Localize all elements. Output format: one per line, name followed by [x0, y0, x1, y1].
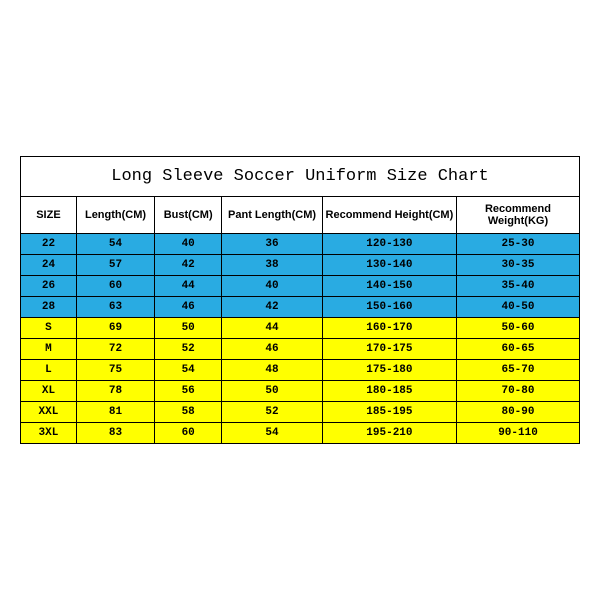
table-row: XXL 81 58 52 185-195 80-90: [21, 402, 580, 423]
cell-bust: 40: [155, 234, 222, 255]
col-length: Length(CM): [76, 197, 154, 234]
cell-bust: 50: [155, 318, 222, 339]
cell-length: 63: [76, 297, 154, 318]
cell-pant-length: 54: [222, 423, 323, 444]
cell-rec-weight: 40-50: [456, 297, 579, 318]
cell-bust: 54: [155, 360, 222, 381]
cell-rec-weight: 90-110: [456, 423, 579, 444]
cell-rec-height: 160-170: [322, 318, 456, 339]
cell-rec-weight: 35-40: [456, 276, 579, 297]
table-row: 24 57 42 38 130-140 30-35: [21, 255, 580, 276]
cell-size: S: [21, 318, 77, 339]
table-row: XL 78 56 50 180-185 70-80: [21, 381, 580, 402]
col-rec-weight: Recommend Weight(KG): [456, 197, 579, 234]
cell-length: 60: [76, 276, 154, 297]
cell-pant-length: 48: [222, 360, 323, 381]
col-pant-length: Pant Length(CM): [222, 197, 323, 234]
table-row: 28 63 46 42 150-160 40-50: [21, 297, 580, 318]
table-row: 26 60 44 40 140-150 35-40: [21, 276, 580, 297]
cell-rec-weight: 80-90: [456, 402, 579, 423]
header-row: SIZE Length(CM) Bust(CM) Pant Length(CM)…: [21, 197, 580, 234]
cell-size: 3XL: [21, 423, 77, 444]
cell-bust: 52: [155, 339, 222, 360]
cell-bust: 42: [155, 255, 222, 276]
cell-size: 26: [21, 276, 77, 297]
chart-title: Long Sleeve Soccer Uniform Size Chart: [21, 157, 580, 197]
cell-rec-height: 170-175: [322, 339, 456, 360]
table-row: L 75 54 48 175-180 65-70: [21, 360, 580, 381]
cell-pant-length: 36: [222, 234, 323, 255]
cell-length: 78: [76, 381, 154, 402]
table-row: M 72 52 46 170-175 60-65: [21, 339, 580, 360]
cell-length: 54: [76, 234, 154, 255]
cell-rec-height: 185-195: [322, 402, 456, 423]
cell-pant-length: 38: [222, 255, 323, 276]
table-row: 22 54 40 36 120-130 25-30: [21, 234, 580, 255]
cell-rec-weight: 25-30: [456, 234, 579, 255]
cell-pant-length: 42: [222, 297, 323, 318]
col-size: SIZE: [21, 197, 77, 234]
cell-pant-length: 52: [222, 402, 323, 423]
cell-bust: 56: [155, 381, 222, 402]
cell-size: XXL: [21, 402, 77, 423]
cell-rec-height: 130-140: [322, 255, 456, 276]
col-rec-height: Recommend Height(CM): [322, 197, 456, 234]
cell-rec-weight: 65-70: [456, 360, 579, 381]
cell-length: 75: [76, 360, 154, 381]
cell-length: 83: [76, 423, 154, 444]
cell-rec-height: 150-160: [322, 297, 456, 318]
size-chart: Long Sleeve Soccer Uniform Size Chart SI…: [20, 156, 580, 444]
cell-size: XL: [21, 381, 77, 402]
cell-pant-length: 44: [222, 318, 323, 339]
cell-rec-weight: 60-65: [456, 339, 579, 360]
cell-size: L: [21, 360, 77, 381]
cell-bust: 58: [155, 402, 222, 423]
table-row: 3XL 83 60 54 195-210 90-110: [21, 423, 580, 444]
cell-rec-height: 140-150: [322, 276, 456, 297]
cell-rec-weight: 70-80: [456, 381, 579, 402]
cell-bust: 44: [155, 276, 222, 297]
cell-length: 69: [76, 318, 154, 339]
cell-size: 28: [21, 297, 77, 318]
cell-rec-height: 180-185: [322, 381, 456, 402]
cell-rec-height: 195-210: [322, 423, 456, 444]
size-chart-table: Long Sleeve Soccer Uniform Size Chart SI…: [20, 156, 580, 444]
table-row: S 69 50 44 160-170 50-60: [21, 318, 580, 339]
cell-bust: 60: [155, 423, 222, 444]
cell-size: 22: [21, 234, 77, 255]
title-row: Long Sleeve Soccer Uniform Size Chart: [21, 157, 580, 197]
cell-length: 81: [76, 402, 154, 423]
cell-rec-height: 120-130: [322, 234, 456, 255]
cell-rec-height: 175-180: [322, 360, 456, 381]
size-chart-body: 22 54 40 36 120-130 25-30 24 57 42 38 13…: [21, 234, 580, 444]
cell-rec-weight: 50-60: [456, 318, 579, 339]
cell-bust: 46: [155, 297, 222, 318]
cell-rec-weight: 30-35: [456, 255, 579, 276]
col-bust: Bust(CM): [155, 197, 222, 234]
cell-pant-length: 46: [222, 339, 323, 360]
cell-length: 57: [76, 255, 154, 276]
cell-size: 24: [21, 255, 77, 276]
cell-size: M: [21, 339, 77, 360]
cell-length: 72: [76, 339, 154, 360]
cell-pant-length: 50: [222, 381, 323, 402]
cell-pant-length: 40: [222, 276, 323, 297]
